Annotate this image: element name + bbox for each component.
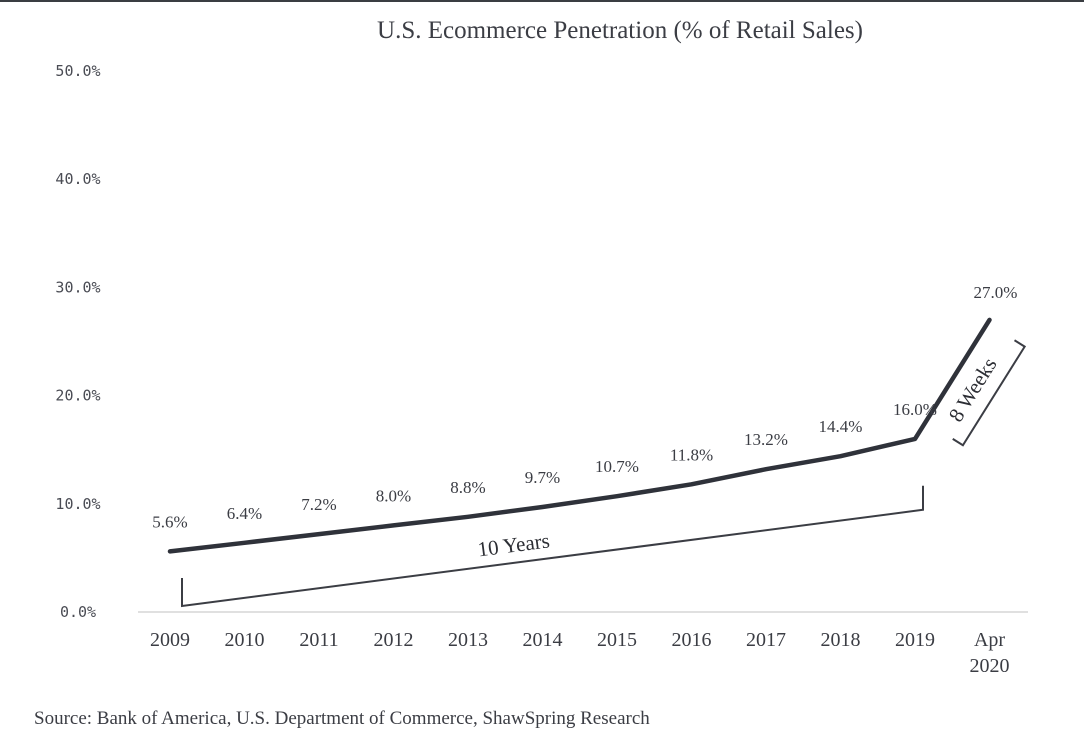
data-labels: 5.6% 6.4% 7.2% 8.0% 8.8% 9.7% 10.7% 11.8% 13.2% 1… [152, 283, 1017, 532]
data-label: 6.4% [227, 504, 262, 523]
y-axis: 0.0% 10.0% 20.0% 30.0% 40.0% 50.0% [55, 62, 100, 621]
y-tick-label: 0.0% [60, 603, 96, 621]
data-point [989, 319, 990, 321]
data-point [840, 455, 841, 457]
data-point [765, 468, 767, 470]
eight-week-bracket [952, 339, 1027, 447]
data-point [542, 506, 543, 508]
x-tick-label: 2018 [821, 629, 861, 651]
data-point [393, 524, 394, 526]
x-tick-label: 2009 [150, 629, 190, 651]
x-tick-label: 2016 [672, 629, 712, 651]
data-label: 10.7% [595, 457, 639, 476]
x-tick-label: 2014 [523, 629, 563, 651]
data-label: 11.8% [670, 445, 713, 464]
y-tick-label: 20.0% [55, 387, 100, 405]
data-label: 7.2% [301, 495, 336, 514]
ten-years-label: 10 Years [476, 528, 551, 561]
series-line-group [167, 317, 992, 554]
data-label: 8.8% [450, 478, 485, 497]
y-tick-label: 50.0% [55, 62, 100, 80]
data-point [318, 533, 320, 535]
x-axis: 2009 2010 2011 2012 2013 2014 2015 2016 2017 2018… [150, 629, 1010, 677]
x-tick-label: 2019 [895, 629, 935, 651]
eight-weeks-label: 8 Weeks [944, 353, 1002, 426]
x-tick-label: 2013 [448, 629, 488, 651]
data-point [914, 438, 916, 440]
y-tick-label: 40.0% [55, 170, 100, 188]
data-label: 27.0% [974, 283, 1018, 302]
x-tick-label: 2017 [746, 629, 786, 651]
y-tick-label: 30.0% [55, 278, 100, 296]
x-tick-label: Apr 2020 [970, 629, 1010, 677]
data-label: 14.4% [819, 417, 863, 436]
data-point [467, 516, 469, 518]
source-note: Source: Bank of America, U.S. Department… [34, 708, 650, 729]
data-point [691, 483, 692, 485]
data-label: 13.2% [744, 430, 788, 449]
data-label: 5.6% [152, 512, 187, 531]
data-point [244, 542, 245, 544]
data-point [169, 550, 171, 552]
x-tick-label: 2015 [597, 629, 637, 651]
ten-year-bracket [181, 485, 924, 608]
x-tick-label: 2011 [299, 629, 338, 651]
data-point [616, 495, 618, 497]
chart-title: U.S. Ecommerce Penetration (% of Retail … [377, 17, 863, 44]
series-line [167, 317, 992, 554]
x-tick-label: 2012 [374, 629, 414, 651]
data-label: 9.7% [525, 468, 560, 487]
data-label: 16.0% [893, 400, 937, 419]
y-tick-label: 10.0% [55, 495, 100, 513]
data-label: 8.0% [376, 486, 411, 505]
x-tick-label: 2010 [225, 629, 265, 651]
